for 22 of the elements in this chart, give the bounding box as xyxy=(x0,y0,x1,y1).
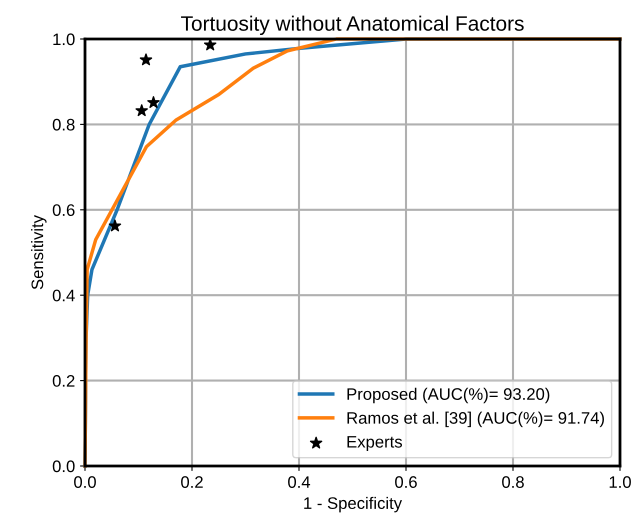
chart-title: Tortuosity without Anatomical Factors xyxy=(181,16,524,35)
x-tick-label: 0.2 xyxy=(181,476,203,488)
point xyxy=(140,53,152,66)
y-tick-label: 0.2 xyxy=(52,375,74,387)
point xyxy=(147,96,160,108)
x-tick-label: 0.0 xyxy=(74,476,96,488)
point xyxy=(135,104,148,116)
x-tick-label: 0.4 xyxy=(288,476,310,488)
y-tick-label: 1.0 xyxy=(53,33,75,46)
y-axis-title: Sensitivity xyxy=(31,215,47,290)
legend-label: Proposed (AUC(%)= 93.20) xyxy=(347,388,550,404)
legend-label: Ramos et al. [39] (AUC(%)= 91.74) xyxy=(347,412,604,428)
x-tick-label: 1.0 xyxy=(610,476,631,488)
legend-label: Experts xyxy=(347,436,402,451)
y-tick-label: 0.0 xyxy=(52,460,75,472)
y-tick-label: 0.6 xyxy=(52,204,75,216)
x-tick-label: 0.6 xyxy=(395,476,417,488)
y-tick-label: 0.8 xyxy=(52,118,75,131)
x-tick-label: 0.8 xyxy=(502,476,524,488)
point xyxy=(108,220,122,232)
x-axis-title: 1 - Specificity xyxy=(304,496,402,512)
y-tick-label: 0.4 xyxy=(52,290,75,302)
